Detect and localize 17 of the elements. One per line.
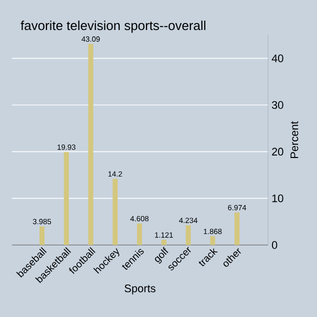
bar [161,240,166,245]
y-tick-label: 0 [272,241,278,249]
y-tick-label: 10 [272,194,284,202]
bar [234,212,240,245]
y-tick-label: 20 [272,148,284,156]
bar [210,236,216,245]
chart-title: favorite television sports--overall [20,20,206,33]
bar [112,178,118,245]
bar [137,223,142,245]
bar [88,44,94,245]
y-axis-title: Percent [290,121,298,158]
y-tick-label: 30 [272,101,284,109]
bar [186,225,191,245]
x-axis-title: Sports [124,284,156,294]
y-tick-label: 40 [272,54,284,62]
bar [39,226,44,245]
bar [64,152,69,245]
